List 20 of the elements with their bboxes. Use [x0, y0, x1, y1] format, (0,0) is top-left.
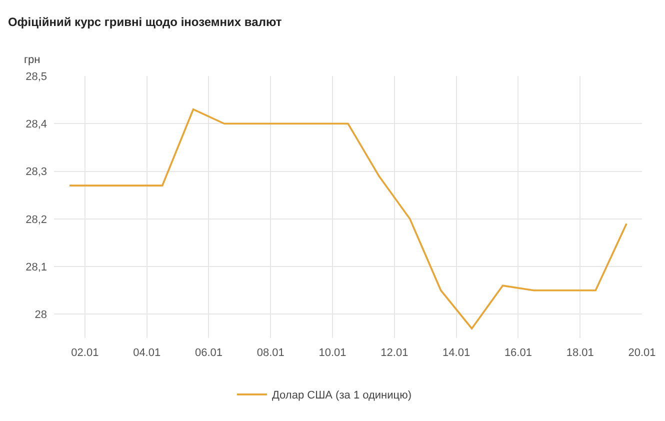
x-tick-label: 04.01 [133, 347, 161, 359]
y-tick-label: 28,1 [26, 261, 47, 274]
x-tick-label: 10.01 [318, 347, 346, 359]
y-tick-label: 28 [34, 309, 47, 322]
y-axis-title: грн [24, 54, 40, 66]
x-tick-label: 14.01 [442, 347, 470, 359]
x-tick-label: 18.01 [566, 347, 594, 359]
x-tick-label: 20.01 [628, 347, 656, 359]
legend-label: Долар США (за 1 одиницю) [272, 390, 412, 402]
y-tick-label: 28,3 [26, 166, 47, 178]
chart-title: Офіційний курс гривні щодо іноземних валют [8, 15, 282, 30]
x-tick-label: 02.01 [71, 347, 99, 359]
x-tick-label: 16.01 [504, 347, 532, 359]
x-tick-label: 12.01 [380, 347, 408, 359]
x-tick-label: 06.01 [194, 347, 223, 359]
line-series [68, 108, 628, 330]
x-tick-label: 08.01 [256, 347, 284, 359]
y-tick-label: 28,5 [26, 70, 47, 83]
y-tick-label: 28,2 [26, 214, 47, 226]
y-tick-label: 28,4 [26, 118, 47, 130]
